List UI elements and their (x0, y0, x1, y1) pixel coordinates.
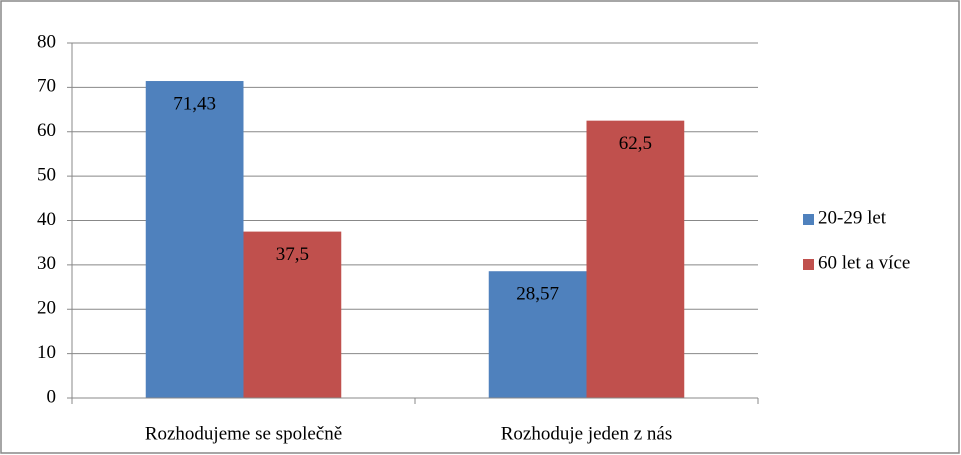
legend-swatch (803, 214, 814, 225)
y-tick-label: 80 (37, 31, 56, 52)
legend-label: 20-29 let (818, 207, 887, 228)
y-tick-label: 70 (37, 76, 56, 97)
y-tick-label: 20 (37, 298, 56, 319)
bar (243, 231, 342, 398)
legend-label: 60 let a více (818, 252, 910, 273)
y-tick-label: 30 (37, 253, 56, 274)
data-label: 62,5 (619, 133, 652, 154)
legend-swatch (803, 259, 814, 270)
x-tick-label: Rozhoduje jeden z nás (501, 423, 672, 444)
bar (145, 81, 244, 399)
y-tick-label: 40 (37, 209, 56, 230)
bar (586, 120, 685, 398)
bar (488, 271, 587, 398)
data-label: 28,57 (516, 284, 559, 305)
data-label: 37,5 (276, 244, 309, 265)
data-label: 71,43 (173, 93, 216, 114)
y-tick-label: 60 (37, 120, 56, 141)
y-tick-label: 10 (37, 342, 56, 363)
x-tick-label: Rozhodujeme se společně (145, 423, 342, 444)
y-tick-label: 50 (37, 164, 56, 185)
y-tick-label: 0 (47, 386, 57, 407)
